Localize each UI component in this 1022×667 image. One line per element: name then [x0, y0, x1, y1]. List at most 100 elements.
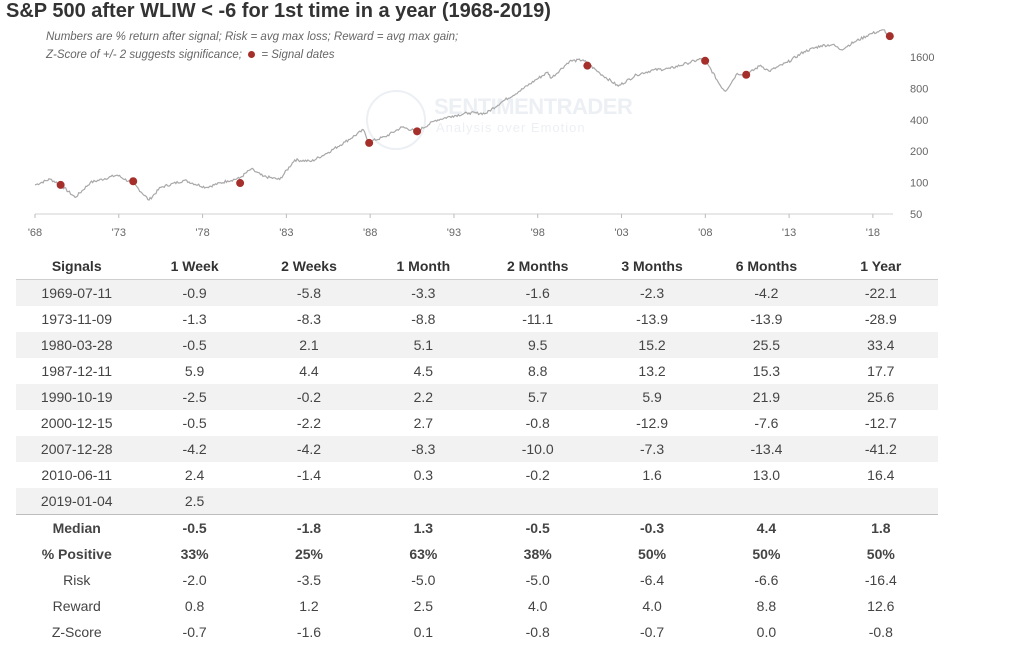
summary-value: 50%: [752, 546, 781, 562]
signal-point: [129, 177, 138, 186]
table-row: 2010-06-11 2.4 -1.4 0.3 -0.2 1.6 13.0 16.4: [16, 462, 938, 488]
return-cell: -4.2: [251, 436, 367, 462]
return-cell: 5.7: [480, 384, 595, 410]
summary-label: Reward: [52, 598, 101, 614]
header-1-month: 1 Month: [366, 253, 481, 280]
return-cell: -22.1: [823, 279, 938, 306]
return-cell: 25.6: [823, 384, 938, 410]
watermark-logo-icon: [366, 90, 426, 150]
return-cell: 0.3: [413, 467, 434, 483]
summary-value: -1.6: [296, 624, 322, 640]
return-cell: -2.5: [137, 384, 252, 410]
table-row: 2000-12-15 -0.5 -2.2 2.7 -0.8 -12.9 -7.6 -12.7: [16, 410, 938, 436]
return-cell: -12.7: [864, 415, 897, 431]
return-cell: -2.3: [594, 279, 710, 306]
table-row: 2007-12-28 -4.2 -4.2 -8.3 -10.0 -7.3 -13.4 -41.…: [16, 436, 938, 462]
returns-table: Signals 1 Week 2 Weeks 1 Month 2 Months 3 Mon…: [16, 253, 938, 645]
header-1-week: 1 Week: [137, 253, 252, 280]
price-series-line: [34, 29, 892, 201]
watermark: SENTIMENTRADER Analysis over Emotion: [366, 90, 633, 150]
return-cell: -13.9: [636, 311, 669, 327]
table-row: 1987-12-11 5.9 4.4 4.5 8.8 13.2 15.3 17.7: [16, 358, 938, 384]
summary-value: -6.6: [754, 572, 779, 588]
signal-date-cell: 2007-12-28: [16, 436, 138, 462]
summary-label: Z-Score: [51, 624, 102, 640]
summary-value: -1.8: [251, 514, 367, 541]
return-cell: 9.5: [480, 332, 595, 358]
signal-date-cell: 2010-06-11: [41, 467, 112, 483]
return-cell: -10.0: [480, 436, 595, 462]
return-cell: -0.9: [137, 279, 252, 306]
summary-value: 50%: [866, 546, 895, 562]
table-row: 1990-10-19 -2.5 -0.2 2.2 5.7 5.9 21.9 25.6: [16, 384, 938, 410]
return-cell: -5.8: [251, 279, 367, 306]
return-cell: [709, 488, 824, 515]
x-tick-label: '13: [782, 227, 796, 239]
return-cell: 15.3: [752, 363, 781, 379]
return-cell: -3.3: [366, 279, 481, 306]
return-cell: 2.1: [251, 332, 367, 358]
y-tick-label: 1600: [910, 52, 934, 64]
summary-value: -2.0: [182, 572, 207, 588]
return-cell: 17.7: [867, 363, 895, 379]
return-cell: 25.5: [709, 332, 824, 358]
return-cell: [823, 488, 938, 515]
return-cell: -8.3: [366, 436, 481, 462]
x-tick-label: '83: [279, 227, 293, 239]
signal-date-cell: 1980-03-28: [16, 332, 138, 358]
summary-value: 1.3: [366, 514, 481, 541]
return-cell: 5.9: [184, 363, 205, 379]
summary-row: Z-Score -0.7 -1.6 0.1 -0.8 -0.7 0.0 -0.8: [16, 619, 938, 645]
header-2-months: 2 Months: [480, 253, 595, 280]
table-row: 1973-11-09 -1.3 -8.3 -8.8 -11.1 -13.9 -13.9 -28…: [16, 306, 938, 332]
summary-value: -5.0: [525, 572, 550, 588]
summary-value: 8.8: [756, 598, 777, 614]
summary-value: 1.8: [823, 514, 938, 541]
y-tick-label: 200: [910, 146, 928, 158]
chart-note-signal-legend: = Signal dates: [261, 49, 335, 61]
return-cell: -4.2: [709, 279, 824, 306]
header-1-year: 1 Year: [823, 253, 938, 280]
return-cell: -1.4: [296, 467, 322, 483]
signal-date-cell: 1987-12-11: [41, 363, 112, 379]
summary-value: -0.5: [137, 514, 252, 541]
return-cell: 2.4: [184, 467, 205, 483]
summary-value: 50%: [638, 546, 667, 562]
x-tick-label: '98: [531, 227, 545, 239]
return-cell: 5.9: [594, 384, 710, 410]
return-cell: 21.9: [709, 384, 824, 410]
signal-date-cell: 2019-01-04: [16, 488, 138, 515]
x-tick-label: '68: [28, 227, 42, 239]
chart-title: S&P 500 after WLIW < -6 for 1st time in …: [6, 0, 551, 22]
summary-value: -0.5: [480, 514, 595, 541]
signal-date-cell: 1973-11-09: [41, 311, 112, 327]
return-cell: -41.2: [823, 436, 938, 462]
summary-value: -0.8: [868, 624, 893, 640]
return-cell: 33.4: [823, 332, 938, 358]
summary-value: -6.4: [639, 572, 665, 588]
summary-value: 38%: [523, 546, 552, 562]
return-cell: -13.4: [709, 436, 824, 462]
header-3-months: 3 Months: [594, 253, 710, 280]
summary-value: -0.3: [594, 514, 710, 541]
return-cell: 15.2: [594, 332, 710, 358]
y-tick-label: 800: [910, 83, 928, 95]
signal-point: [236, 179, 245, 188]
return-cell: -28.9: [864, 311, 897, 327]
return-cell: -11.1: [522, 311, 554, 327]
table-header-row: Signals 1 Week 2 Weeks 1 Month 2 Months 3 Mon…: [16, 253, 938, 280]
return-cell: -7.6: [754, 415, 779, 431]
return-cell: 2.7: [413, 415, 434, 431]
x-tick-label: '78: [195, 227, 209, 239]
return-cell: 2.2: [366, 384, 481, 410]
summary-value: 0.1: [413, 624, 434, 640]
price-chart: '68 '73 '78 '83 '88 '93 '98 '03 '08 '13 '18 50 100 20…: [28, 29, 934, 239]
signal-date-cell: 2000-12-15: [40, 415, 113, 431]
return-cell: 4.4: [299, 363, 319, 379]
return-cell: 4.5: [413, 363, 434, 379]
return-cell: 5.1: [366, 332, 481, 358]
return-cell: [366, 488, 481, 515]
summary-value: -0.8: [525, 624, 550, 640]
return-cell: [594, 488, 710, 515]
table-row: 1980-03-28 -0.5 2.1 5.1 9.5 15.2 25.5 33.4: [16, 332, 938, 358]
